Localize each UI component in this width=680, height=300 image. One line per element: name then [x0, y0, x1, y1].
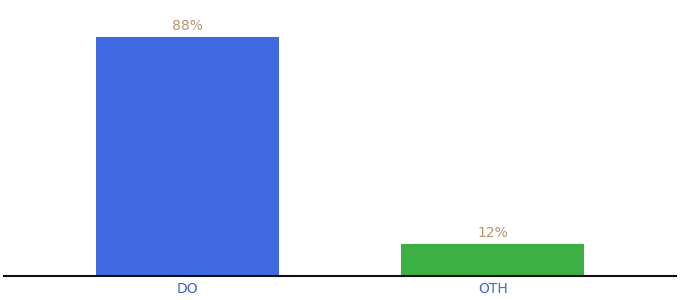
Text: 88%: 88%: [172, 19, 203, 33]
Bar: [401, 244, 584, 276]
Text: 12%: 12%: [477, 226, 508, 239]
Bar: [96, 37, 279, 276]
